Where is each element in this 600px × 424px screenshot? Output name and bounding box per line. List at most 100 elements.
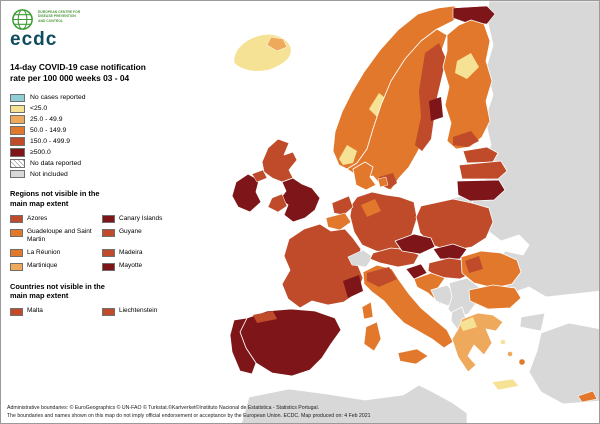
country-item-liechtenstein: Liechtenstein	[102, 307, 198, 316]
map-region-netherlands	[331, 195, 354, 216]
map-region-lithuania	[456, 179, 506, 202]
map-region-finland-mid	[455, 53, 479, 79]
map-region-czechia	[394, 233, 436, 255]
countries-grid: Malta Liechtenstein	[10, 307, 206, 316]
footer-line2: The boundaries and names shown on this m…	[7, 413, 371, 420]
legend-item-150-499: 150.0 - 499.9	[10, 137, 206, 146]
country-swatch-malta	[10, 307, 23, 316]
region-item-guyane: Guyane	[102, 228, 198, 244]
map-region-aegean-island-1	[500, 339, 506, 345]
map-region-iceland-ne	[266, 36, 288, 52]
region-item-canary-islands: Canary Islands	[102, 215, 198, 224]
map-title-line1: 14-day COVID-19 case notification	[10, 62, 146, 72]
regions-section-heading: Regions not visible in the main map exte…	[10, 189, 100, 209]
map-region-bulgaria	[468, 284, 522, 310]
map-region-italy	[362, 264, 454, 349]
region-name-madeira: Madeira	[119, 248, 143, 256]
region-name-azores: Azores	[27, 214, 48, 222]
region-item-martinique: Martinique	[10, 262, 100, 271]
map-region-sweden-east	[415, 43, 446, 151]
region-swatch-guadeloupe	[10, 228, 23, 237]
map-region-estonia	[462, 146, 499, 164]
map-region-finland	[442, 19, 493, 150]
region-swatch-guyane	[102, 228, 115, 237]
country-item-malta: Malta	[10, 307, 100, 316]
region-name-mayotte: Mayotte	[119, 262, 143, 270]
region-swatch-azores	[10, 215, 23, 224]
region-item-la-reunion: La Réunion	[10, 249, 100, 258]
map-region-england	[279, 177, 321, 223]
legend-label-150-499: 150.0 - 499.9	[30, 138, 71, 145]
legend-swatch-150-499	[10, 137, 25, 146]
legend-item-not-included: Not included	[10, 169, 206, 179]
region-item-madeira: Madeira	[102, 249, 198, 258]
legend-label-500-plus: ≥500.0	[30, 148, 51, 156]
map-region-denmark-zealand	[377, 176, 389, 188]
logo-wordmark: ecdc	[10, 29, 58, 50]
map-title: 14-day COVID-19 case notification rate p…	[10, 62, 206, 85]
regions-grid: Azores Canary Islands Guadeloupe and Sai…	[10, 215, 206, 271]
legend-label-no-cases: No cases reported	[30, 94, 86, 102]
legend-swatch-50-149	[10, 126, 25, 135]
legend-label-no-data: No data reported	[30, 159, 82, 167]
map-region-finland-south	[453, 131, 479, 147]
region-swatch-martinique	[10, 262, 23, 271]
region-name-guadeloupe: Guadeloupe and Saint Martin	[27, 228, 92, 243]
legend-item-500-plus: ≥500.0	[10, 148, 206, 157]
region-name-guyane: Guyane	[119, 228, 142, 236]
legend-swatch-under-25	[10, 104, 25, 114]
legend-label-not-included: Not included	[30, 170, 68, 178]
map-region-ireland	[231, 173, 262, 213]
map-region-turkey	[528, 322, 599, 405]
region-name-canary-islands: Canary Islands	[119, 214, 163, 222]
region-swatch-mayotte	[102, 262, 115, 271]
map-region-poland	[415, 198, 494, 252]
region-swatch-madeira	[102, 249, 115, 258]
left-panel: EUROPEAN CENTRE FOR DISEASE PREVENTION A…	[10, 7, 206, 316]
legend-swatch-not-included	[10, 169, 25, 179]
map-region-latvia	[458, 160, 508, 180]
map-region-italy-north	[367, 267, 397, 287]
map-region-scotland	[261, 138, 298, 183]
map-region-spain-north	[253, 311, 277, 323]
map-region-corsica	[361, 301, 374, 320]
map-region-austria	[369, 247, 420, 268]
ecdc-logo: EUROPEAN CENTRE FOR DISEASE PREVENTION A…	[10, 7, 206, 49]
legend-item-no-data: No data reported	[10, 159, 206, 168]
map-region-sardinia	[363, 321, 382, 352]
legend-swatch-no-data-hatched	[10, 159, 25, 168]
map-region-slovenia	[405, 263, 428, 280]
region-swatch-la-reunion	[10, 249, 23, 258]
legend-label-50-149: 50.0 - 149.9	[30, 127, 67, 135]
map-region-aegean-island-3	[518, 358, 526, 366]
logo-caption: EUROPEAN CENTRE FOR DISEASE PREVENTION A…	[38, 10, 81, 23]
legend: No cases reported <25.0 25.0 - 49.9 50.0…	[10, 93, 206, 179]
map-region-portugal	[229, 317, 257, 375]
region-item-azores: Azores	[10, 215, 100, 224]
map-region-switzerland	[347, 249, 374, 268]
map-region-wales	[267, 193, 288, 213]
map-region-sicily	[397, 348, 429, 365]
map-region-turkey-west	[519, 312, 546, 332]
legend-label-under-25: <25.0	[30, 105, 48, 113]
country-name-liechtenstein: Liechtenstein	[119, 307, 158, 315]
legend-item-50-149: 50.0 - 149.9	[10, 126, 206, 135]
legend-label-25-49: 25.0 - 49.9	[30, 116, 63, 124]
map-region-germany-north	[361, 199, 381, 217]
legend-item-under-25: <25.0	[10, 104, 206, 114]
map-region-france-southeast	[343, 275, 363, 298]
region-swatch-canary-islands	[102, 215, 115, 224]
legend-swatch-500-plus	[10, 148, 25, 157]
map-region-sweden-mid	[429, 97, 443, 121]
region-item-mayotte: Mayotte	[102, 262, 198, 271]
map-footer: Administrative boundaries: © EuroGeograp…	[7, 405, 593, 421]
country-name-malta: Malta	[27, 307, 43, 315]
legend-swatch-25-49	[10, 115, 25, 124]
map-region-norway-south	[339, 145, 357, 165]
map-region-northern-ireland	[251, 169, 268, 183]
map-title-line2: rate per 100 000 weeks 03 - 04	[10, 73, 130, 84]
legend-item-no-cases: No cases reported	[10, 93, 206, 103]
region-item-guadeloupe: Guadeloupe and Saint Martin	[10, 228, 100, 244]
